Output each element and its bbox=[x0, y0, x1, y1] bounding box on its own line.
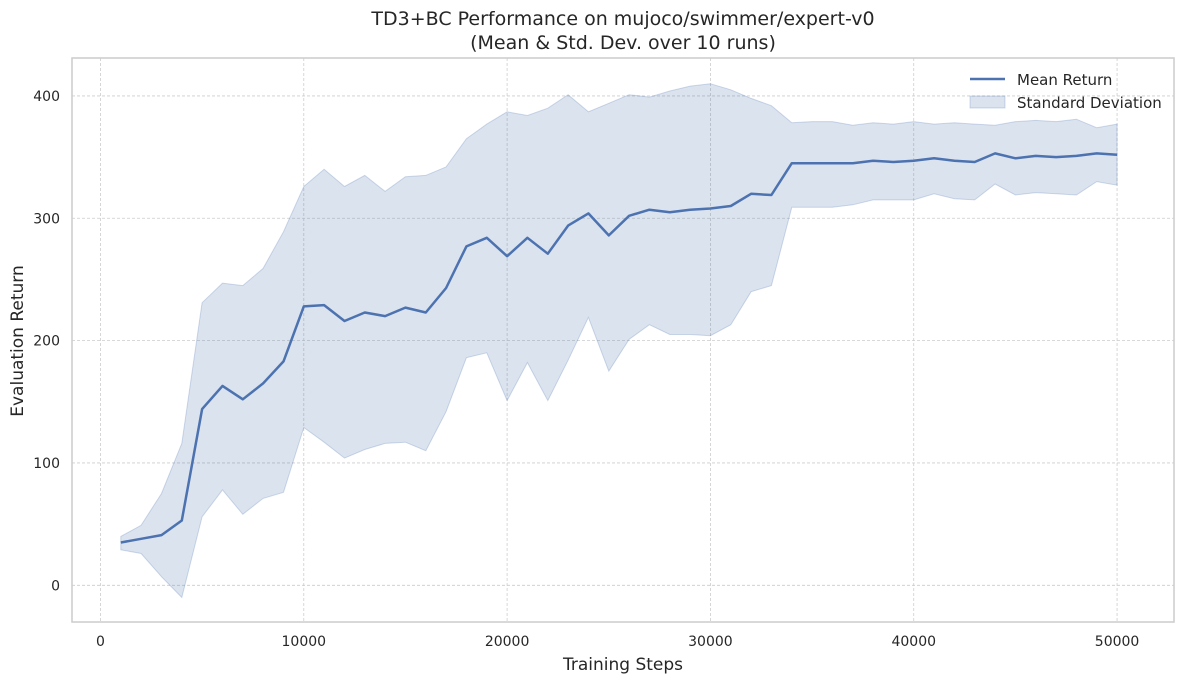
x-axis-label: Training Steps bbox=[562, 655, 683, 675]
y-tick-label: 200 bbox=[33, 334, 60, 350]
legend: Mean Return Standard Deviation bbox=[969, 71, 1162, 112]
grid bbox=[72, 58, 1174, 622]
x-tick-label: 10000 bbox=[282, 634, 327, 650]
y-axis-ticks: 0 100 200 300 400 bbox=[33, 89, 60, 594]
x-tick-label: 20000 bbox=[485, 634, 530, 650]
plot-area bbox=[71, 57, 1175, 623]
x-tick-label: 0 bbox=[96, 634, 105, 650]
x-axis-ticks: 0 10000 20000 30000 40000 50000 bbox=[96, 634, 1139, 650]
legend-mean-label: Mean Return bbox=[1017, 71, 1112, 89]
x-tick-label: 40000 bbox=[891, 634, 936, 650]
y-tick-label: 300 bbox=[33, 211, 60, 227]
x-tick-label: 30000 bbox=[688, 634, 733, 650]
mean-return-line bbox=[120, 152, 1118, 544]
y-tick-label: 400 bbox=[33, 89, 60, 105]
y-tick-label: 0 bbox=[51, 578, 60, 594]
std-dev-band bbox=[120, 83, 1118, 599]
x-tick-label: 50000 bbox=[1095, 634, 1140, 650]
legend-std-swatch bbox=[969, 95, 1006, 109]
y-tick-label: 100 bbox=[33, 456, 60, 472]
y-axis-label: Evaluation Return bbox=[8, 265, 28, 417]
chart-title-line-2: (Mean & Std. Dev. over 10 runs) bbox=[470, 32, 776, 54]
chart-title-line-1: TD3+BC Performance on mujoco/swimmer/exp… bbox=[370, 8, 874, 30]
legend-std-label: Standard Deviation bbox=[1017, 94, 1162, 112]
